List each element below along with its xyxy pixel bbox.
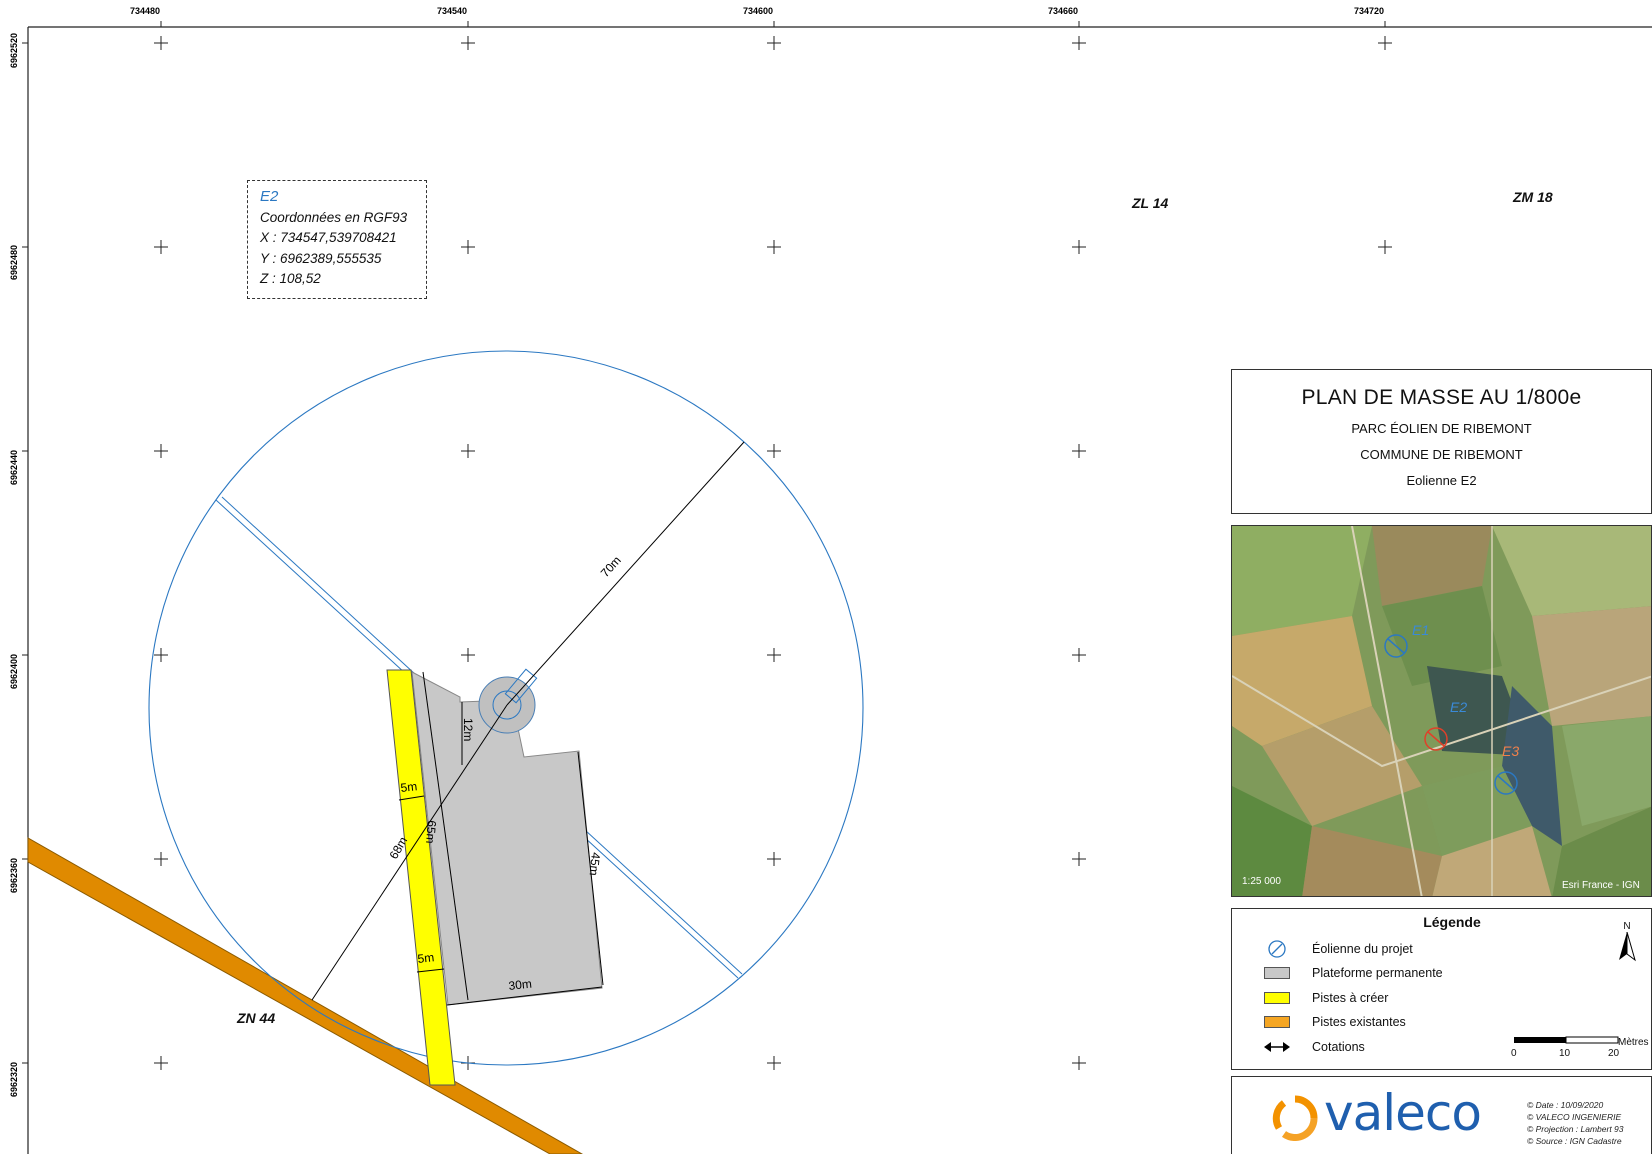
parcel-zl14: ZL 14 [1131,195,1169,211]
overview-credit: Esri France - IGN [1562,880,1640,891]
credit-projection: © Projection : Lambert 93 [1527,1124,1624,1134]
track-to-create [386,669,456,1086]
legend-title: Légende [1423,914,1481,930]
dim-45m: 45m [587,852,603,877]
title-panel: PLAN DE MASSE AU 1/800e PARC ÉOLIEN DE R… [1231,369,1652,514]
legend-panel: Légende Éolienne du projet Plateforme pe… [1231,908,1652,1070]
legend-label-platform: Plateforme permanente [1312,966,1443,980]
x-label-3: 734600 [743,6,773,16]
x-label-4: 734660 [1048,6,1078,16]
map-title: PLAN DE MASSE AU 1/800e [1301,386,1582,409]
project-name: PARC ÉOLIEN DE RIBEMONT [1351,421,1532,436]
dimension-lines [311,441,745,1006]
scale-tick-10: 10 [1559,1048,1571,1059]
info-z: Z : 108,52 [260,271,321,286]
new-track-swatch [1264,992,1290,1004]
left-coordinate-axis: 6962520 6962480 6962440 6962400 6962360 … [9,33,28,1097]
north-arrow: N [1607,921,1647,965]
x-label-2: 734540 [437,6,467,16]
grid-crosses [154,36,1392,1070]
y-label-3: 6962440 [9,450,19,485]
aerial-overview: E1 E2 E3 1:25 000 Esri France - IGN [1232,526,1651,896]
credit-author: © VALECO INGENIERIE [1527,1112,1622,1122]
legend-item-existing-track: Pistes existantes [1262,1012,1406,1032]
overview-map: E1 E2 E3 1:25 000 Esri France - IGN [1231,525,1652,897]
dim-70m: 70m [598,553,624,580]
legend-label-existing-track: Pistes existantes [1312,1015,1406,1029]
scale-tick-0: 0 [1511,1048,1517,1059]
map-credits: © Date : 10/09/2020 © VALECO INGENIERIE … [1527,1099,1624,1147]
overview-e3: E3 [1502,743,1519,759]
parcel-zn44: ZN 44 [236,1010,275,1026]
legend-item-platform: Plateforme permanente [1262,963,1443,983]
legend-item-new-track: Pistes à créer [1262,988,1388,1008]
turbine-overhang-circle [148,350,864,1066]
scale-tick-20: 20 [1608,1048,1620,1059]
scale-bar [1514,1036,1619,1044]
y-label-6: 6962320 [9,1062,19,1097]
y-label-5: 6962360 [9,858,19,893]
dim-12m: 12m [461,718,475,741]
x-label-1: 734480 [130,6,160,16]
scale-unit: Mètres [1618,1037,1649,1048]
parcel-zm18: ZM 18 [1512,189,1553,205]
y-label-2: 6962480 [9,245,19,280]
info-crs: Coordonnées en RGF93 [260,209,408,225]
turbine-icon [1262,940,1292,958]
commune-name: COMMUNE DE RIBEMONT [1360,447,1523,462]
platform-swatch [1264,967,1290,979]
dim-5m-bottom: 5m [417,950,435,966]
dim-5m-top: 5m [400,779,418,795]
overview-scale: 1:25 000 [1242,876,1281,887]
north-label: N [1623,921,1631,932]
x-label-5: 734720 [1354,6,1384,16]
credit-source: © Source : IGN Cadastre [1527,1136,1622,1146]
double-arrow-icon [1262,1040,1292,1054]
info-turbine-id: E2 [260,188,279,205]
top-coordinate-axis: 734480 734540 734600 734660 734720 [130,6,1386,27]
legend-item-dimensions: Cotations [1262,1037,1365,1057]
overview-e1: E1 [1412,622,1429,638]
legend-label-turbine: Éolienne du projet [1312,942,1413,956]
info-y: Y : 6962389,555535 [260,250,382,266]
y-label-1: 6962520 [9,33,19,68]
legend-label-new-track: Pistes à créer [1312,991,1389,1005]
legend-item-turbine: Éolienne du projet [1262,939,1413,959]
turbine-name: Eolienne E2 [1406,473,1477,488]
logo-panel: valeco © Date : 10/09/2020 © VALECO INGE… [1231,1076,1652,1154]
overview-e2: E2 [1450,699,1467,715]
valeco-logo-icon [1272,1095,1318,1141]
existing-track-swatch [1264,1016,1290,1028]
legend-label-dimensions: Cotations [1312,1040,1365,1054]
dim-65m: 65m [423,820,439,844]
turbine-coordinates-box: E2 Coordonnées en RGF93 X : 734547,53970… [247,180,427,299]
dim-30m: 30m [508,977,533,993]
y-label-4: 6962400 [9,654,19,689]
north-arrow-icon [1619,931,1636,962]
credit-date: © Date : 10/09/2020 [1527,1100,1604,1110]
valeco-logo: valeco [1324,1084,1482,1142]
info-x: X : 734547,539708421 [260,230,397,245]
